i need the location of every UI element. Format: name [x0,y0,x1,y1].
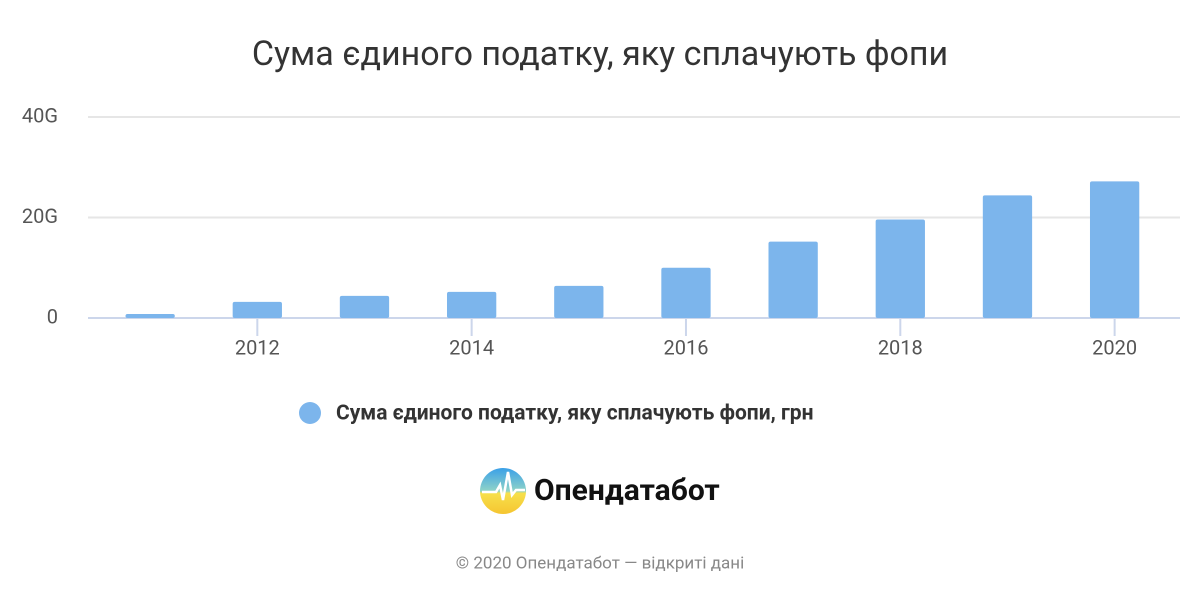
chart-title: Сума єдиного податку, яку сплачують фопи [252,34,948,74]
bar [125,313,175,318]
bar [661,267,711,318]
logo-icon [480,468,526,514]
footer: © 2020 Опендатабот — відкриті дані [456,553,744,573]
x-tick-label: 2016 [663,335,708,359]
plot: 0 20G 40G 2012 2014 2016 2018 2020 Сума єдиного … [22,103,1180,426]
bar [339,295,390,318]
x-tick-label: 2014 [449,335,494,359]
x-tick-label: 2018 [878,335,923,359]
legend-marker [299,402,321,424]
y-tick-label: 40G [22,103,58,127]
y-tick-label: 20G [22,204,58,228]
x-tick-label: 2012 [235,335,280,359]
bar [1089,181,1140,318]
bar [232,301,282,318]
logo-pulse [482,471,525,501]
bar [982,195,1033,318]
y-tick-label: 0 [47,304,58,328]
logo: Опендатабот [480,468,720,514]
bar [554,285,604,318]
bar [446,291,497,318]
bar [875,219,925,318]
bar [768,241,818,318]
x-tick-label: 2020 [1092,335,1137,359]
logo-text: Опендатабот [534,473,720,508]
legend-item[interactable]: Сума єдиного податку, яку сплачують фопи… [299,402,814,426]
legend-label: Сума єдиного податку, яку сплачують фопи… [336,402,814,426]
